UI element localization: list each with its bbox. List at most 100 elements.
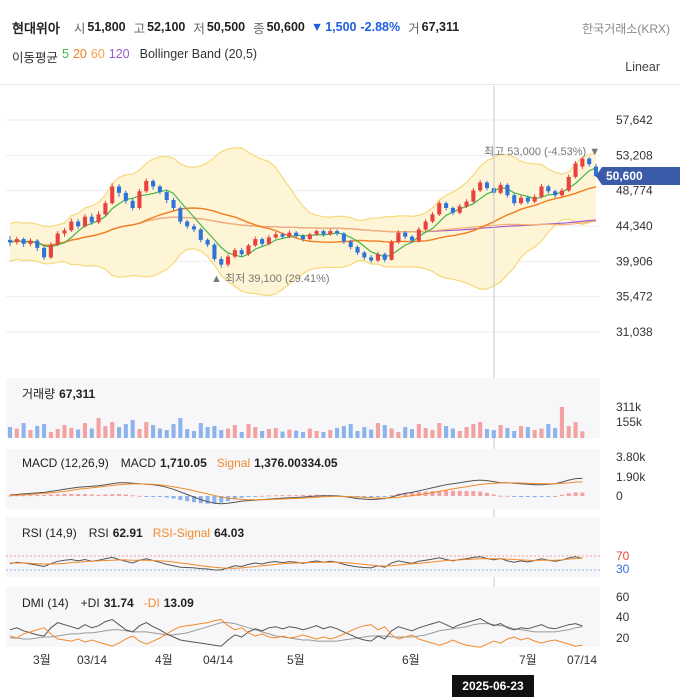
macd-histogram-bar (300, 494, 306, 496)
candle-body (287, 232, 292, 237)
macd-histogram-bar (362, 496, 367, 498)
macd-histogram-bar (55, 494, 60, 496)
candle-body (546, 186, 551, 192)
ma60-legend[interactable]: 60 (90, 47, 105, 61)
macd-histogram-bar (76, 493, 81, 496)
volume-bar (335, 428, 340, 438)
candle-body (246, 245, 251, 255)
macd-histogram-bar (580, 492, 585, 496)
close-price: 50,600 (266, 20, 305, 34)
volume-bar (539, 428, 544, 438)
macd-histogram-bar (239, 496, 244, 498)
x-axis-label: 5월 (287, 653, 305, 667)
macd-histogram-bar (89, 494, 94, 496)
macd-histogram-bar (62, 493, 67, 496)
volume-bar (416, 424, 421, 438)
macd-histogram-bar (512, 496, 517, 497)
candle-body (239, 250, 244, 255)
volume-panel-label: 거래량 67,311 (22, 385, 95, 402)
volume-bar (178, 418, 183, 438)
low-price: 50,500 (206, 20, 246, 34)
candle-body (478, 182, 483, 191)
volume-bar (505, 428, 510, 438)
candle-body (484, 182, 490, 189)
volume-bar (280, 431, 285, 438)
macd-histogram-bar (28, 495, 33, 497)
crosshair-date-label: 2025-06-23 (452, 675, 534, 697)
volume-bar (232, 425, 237, 438)
candle-body (185, 221, 190, 227)
volume-bar (566, 426, 571, 438)
macd-histogram-bar (191, 496, 197, 503)
macd-histogram-bar (457, 490, 462, 496)
stock-name[interactable]: 현대위아 (12, 20, 60, 36)
macd-histogram-bar (525, 496, 530, 498)
candle-body (505, 184, 510, 196)
volume-bar (369, 429, 374, 438)
candle-body (137, 191, 142, 208)
volume-bar (198, 423, 203, 438)
volume-bar (164, 430, 169, 438)
candle-body (382, 254, 387, 260)
dmi-ytick: 20 (616, 631, 630, 645)
macd-histogram-bar (478, 491, 483, 496)
macd-histogram-bar (307, 494, 312, 496)
high-annotation: 최고 53,000 (-4.53%) ▼ (484, 145, 600, 158)
volume-bar (171, 424, 176, 438)
macd-histogram-bar (437, 490, 442, 496)
current-price-tag: 50,600 (596, 167, 680, 185)
volume-bar (239, 432, 244, 438)
macd-histogram-bar (559, 494, 564, 496)
ma5-legend[interactable]: 5 (62, 47, 69, 61)
price-ytick: 39,906 (616, 254, 653, 268)
price-ytick: 53,208 (616, 148, 653, 162)
volume-bar (328, 430, 333, 438)
candle-body (396, 232, 401, 243)
rsi-panel-bg (6, 517, 600, 577)
bollinger-lower-line (9, 217, 597, 297)
volume-bar (14, 428, 19, 438)
candle-body (416, 229, 421, 241)
volume-bar (403, 427, 408, 438)
macd-histogram-bar (287, 495, 292, 497)
rsi-signal-line (10, 557, 583, 569)
indicator-legend: 이동평균 5 20 60 120 Bollinger Band (20,5) (12, 47, 257, 66)
volume-bar (389, 428, 394, 438)
adx-line (10, 622, 583, 642)
macd-histogram-bar (471, 491, 476, 496)
macd-histogram-bar (164, 496, 169, 498)
candle-body (116, 186, 122, 193)
price-ytick: 31,038 (616, 325, 653, 339)
candle-body (573, 163, 578, 177)
current-price-value: 50,600 (606, 169, 643, 183)
candle-body (314, 231, 319, 235)
ma120-legend[interactable]: 120 (108, 47, 130, 61)
candle-body (151, 180, 156, 187)
bollinger-upper-line (9, 147, 597, 228)
candle-body (403, 232, 408, 237)
scale-selector[interactable]: Linear (625, 60, 660, 74)
macd-histogram-bar (246, 496, 251, 497)
macd-histogram-bar (464, 490, 469, 496)
low-label: 저 (193, 21, 205, 36)
volume-bar (89, 428, 94, 438)
candle-body (191, 226, 197, 230)
volume-bar (348, 424, 353, 438)
volume-bar (519, 426, 524, 438)
macd-histogram-bar (253, 496, 258, 497)
change-amount: 1,500 (325, 20, 357, 34)
x-axis-label: 07/14 (567, 653, 597, 667)
bollinger-legend[interactable]: Bollinger Band (20,5) (139, 47, 258, 61)
candle-body (96, 214, 101, 223)
rsi-signal-value: 64.03 (214, 526, 245, 540)
candle-body (21, 239, 26, 244)
macd-histogram-bar (14, 495, 19, 497)
volume-bar (437, 423, 442, 438)
bollinger-band-area (10, 147, 596, 296)
ma20-legend[interactable]: 20 (72, 47, 87, 61)
high-label: 고 (133, 21, 146, 36)
candle-body (48, 244, 53, 258)
macd-histogram-bar (532, 496, 537, 498)
macd-value: 1,710.05 (160, 456, 207, 470)
